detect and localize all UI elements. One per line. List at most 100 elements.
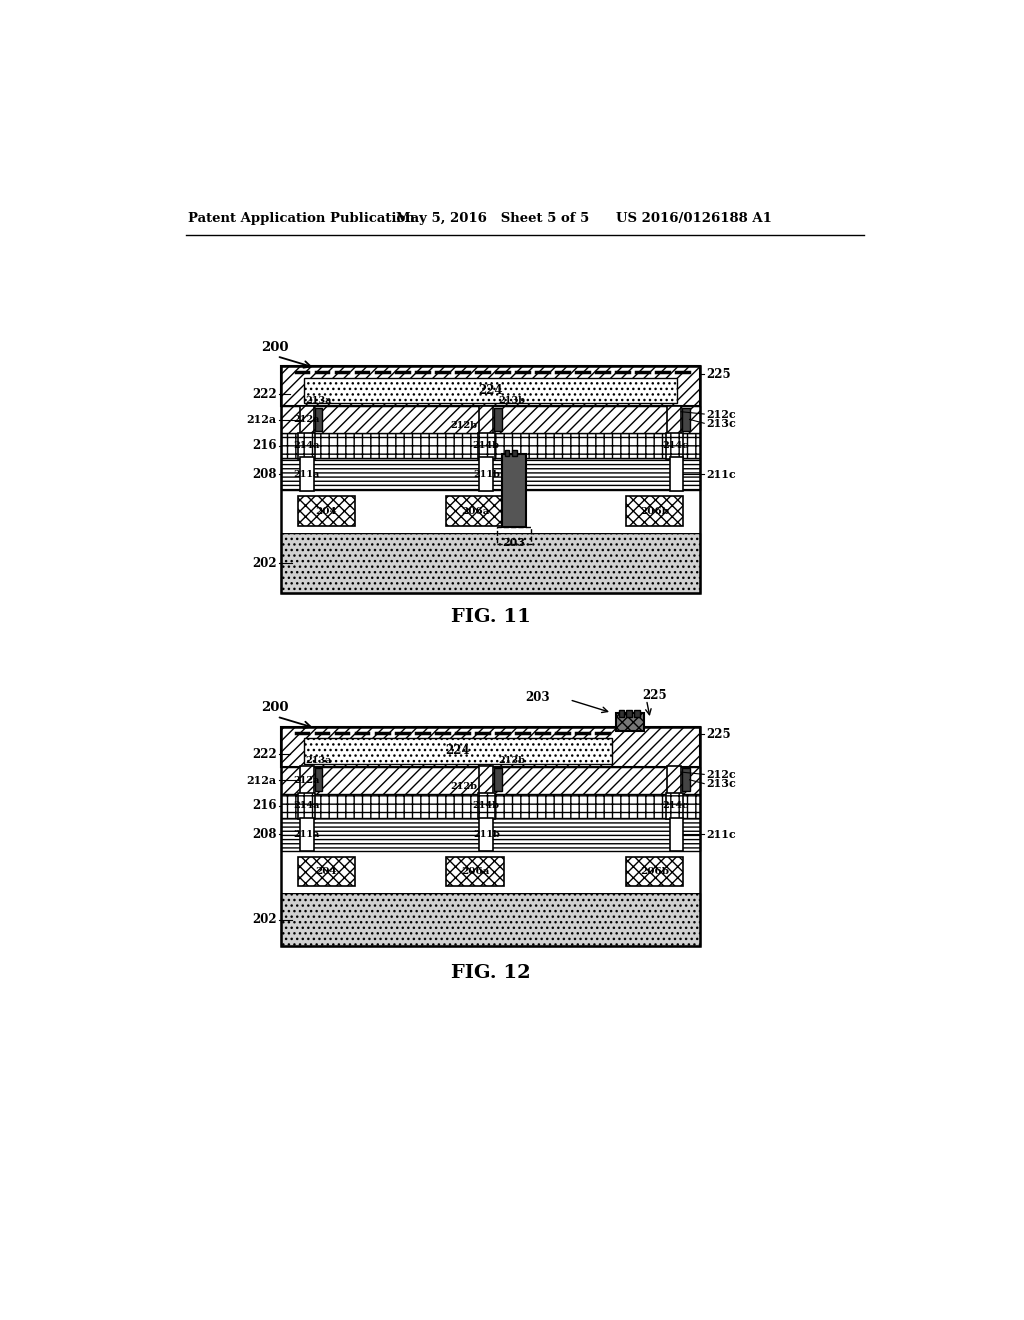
Bar [298, 433, 314, 459]
Bar [281, 490, 700, 533]
Bar [479, 766, 494, 795]
Text: 225: 225 [707, 727, 731, 741]
Text: 214c: 214c [662, 441, 688, 450]
Text: 216: 216 [252, 800, 276, 813]
Text: 206b: 206b [640, 867, 669, 876]
Text: 225: 225 [707, 367, 731, 380]
Text: 204: 204 [315, 867, 337, 876]
Bar [281, 892, 700, 946]
Text: 212a: 212a [293, 776, 319, 784]
Text: 214b: 214b [473, 441, 500, 450]
Text: 206a: 206a [461, 867, 489, 876]
Text: 213c: 213c [707, 779, 736, 789]
Text: 211a: 211a [294, 470, 321, 479]
Text: 208: 208 [252, 467, 276, 480]
Bar [281, 367, 700, 407]
Bar [281, 407, 700, 433]
Bar [300, 817, 313, 851]
Text: 213c: 213c [707, 418, 736, 429]
Bar [626, 857, 683, 886]
Text: 203: 203 [525, 690, 550, 704]
Text: 200: 200 [261, 701, 289, 714]
Bar [682, 408, 689, 430]
Text: 211c: 211c [707, 829, 736, 840]
Text: 212a: 212a [247, 775, 276, 785]
Text: 212a: 212a [293, 416, 319, 424]
Bar [494, 408, 502, 430]
Text: 211b: 211b [473, 470, 500, 479]
Bar [670, 457, 683, 491]
Bar [281, 367, 700, 594]
Bar [298, 793, 314, 818]
Bar [298, 496, 355, 525]
Text: US 2016/0126188 A1: US 2016/0126188 A1 [615, 213, 771, 224]
Bar [300, 405, 313, 434]
Text: 214b: 214b [473, 801, 500, 810]
Bar [304, 738, 611, 763]
Text: 213a: 213a [305, 396, 332, 405]
Text: 212c: 212c [707, 768, 736, 780]
Text: 212c: 212c [707, 409, 736, 420]
Bar [300, 766, 313, 795]
Text: 211b: 211b [473, 830, 500, 840]
Text: 212b: 212b [451, 781, 477, 791]
Bar [512, 450, 517, 457]
Text: FIG. 12: FIG. 12 [451, 964, 530, 982]
Bar [446, 496, 504, 525]
Text: 202: 202 [252, 913, 276, 927]
Text: 204: 204 [315, 507, 337, 516]
Bar [281, 793, 700, 818]
Bar [618, 710, 625, 718]
Bar [281, 726, 700, 946]
Bar [668, 405, 681, 434]
Bar [314, 408, 323, 430]
Text: 211c: 211c [707, 469, 736, 479]
Text: Patent Application Publication: Patent Application Publication [188, 213, 415, 224]
Bar [304, 378, 677, 404]
Text: 222: 222 [252, 388, 276, 400]
Bar [446, 857, 504, 886]
Bar [281, 767, 700, 793]
Text: 200: 200 [261, 341, 289, 354]
Bar [682, 768, 689, 792]
Text: 206b: 206b [640, 507, 669, 516]
Text: 211a: 211a [294, 830, 321, 840]
Bar [479, 457, 494, 491]
Text: May 5, 2016   Sheet 5 of 5: May 5, 2016 Sheet 5 of 5 [396, 213, 590, 224]
Bar [502, 454, 526, 527]
Text: FIG. 11: FIG. 11 [451, 607, 530, 626]
Text: 208: 208 [252, 828, 276, 841]
Text: 202: 202 [252, 557, 276, 569]
Bar [281, 458, 700, 490]
Bar [281, 818, 700, 850]
Text: 212b: 212b [451, 421, 477, 430]
Bar [298, 857, 355, 886]
Bar [670, 817, 683, 851]
Bar [281, 532, 700, 594]
Bar [478, 793, 495, 818]
Bar [615, 713, 644, 730]
Bar [479, 817, 494, 851]
Bar [627, 710, 632, 718]
Bar [494, 768, 502, 792]
Bar [314, 768, 323, 792]
Text: 216: 216 [252, 440, 276, 453]
Text: 224: 224 [478, 384, 503, 397]
Bar [667, 433, 683, 459]
Bar [497, 527, 531, 544]
Bar [634, 710, 640, 718]
Text: 203: 203 [503, 537, 525, 548]
Text: 214a: 214a [293, 801, 319, 810]
Text: 206a: 206a [461, 507, 489, 516]
Text: 214c: 214c [662, 801, 688, 810]
Bar [626, 496, 683, 525]
Bar [667, 793, 683, 818]
Bar [300, 457, 313, 491]
Text: 213b: 213b [498, 396, 525, 405]
Text: 225: 225 [643, 689, 668, 702]
Text: 213b: 213b [498, 756, 525, 766]
Text: 224: 224 [445, 744, 470, 758]
Bar [505, 450, 509, 457]
Text: 214a: 214a [293, 441, 319, 450]
Bar [281, 726, 700, 767]
